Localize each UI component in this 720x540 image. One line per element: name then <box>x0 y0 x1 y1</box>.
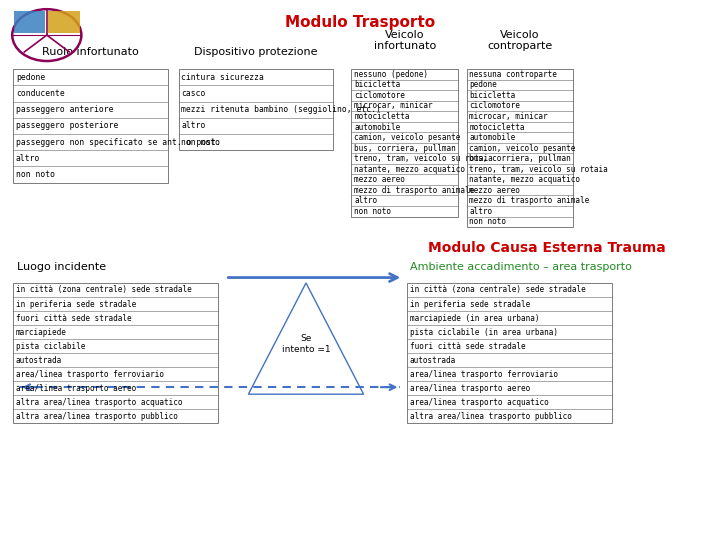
Text: in città (zona centrale) sede stradale: in città (zona centrale) sede stradale <box>410 286 585 294</box>
Text: microcar, minicar: microcar, minicar <box>469 112 548 121</box>
Text: area/linea trasporto acquatico: area/linea trasporto acquatico <box>410 398 549 407</box>
Text: conducente: conducente <box>16 89 65 98</box>
Text: in periferia sede stradale: in periferia sede stradale <box>16 300 136 308</box>
Bar <box>13 283 218 423</box>
Text: ciclomotore: ciclomotore <box>354 91 405 100</box>
Text: cintura sicurezza: cintura sicurezza <box>181 73 264 82</box>
Text: fuori città sede stradale: fuori città sede stradale <box>16 314 132 322</box>
Text: casco: casco <box>181 89 206 98</box>
Text: ciclomotore: ciclomotore <box>469 102 521 111</box>
Text: non noto: non noto <box>16 170 55 179</box>
Text: automobile: automobile <box>469 133 516 142</box>
Text: motocicletta: motocicletta <box>354 112 410 121</box>
Text: nessuna controparte: nessuna controparte <box>469 70 557 79</box>
Text: passeggero posteriore: passeggero posteriore <box>16 122 118 130</box>
Text: mezzo di trasporto animale: mezzo di trasporto animale <box>354 186 474 195</box>
Text: camion, veicolo pesante: camion, veicolo pesante <box>469 144 576 153</box>
Text: microcar, minicar: microcar, minicar <box>354 102 433 111</box>
Text: camion, veicolo pesante: camion, veicolo pesante <box>354 133 461 142</box>
Text: altro: altro <box>181 122 206 130</box>
Text: altro: altro <box>354 196 377 205</box>
Text: Se
intento =1: Se intento =1 <box>282 334 330 354</box>
Text: nessuno (pedone): nessuno (pedone) <box>354 70 428 79</box>
Text: Ambiente accadimento – area trasporto: Ambiente accadimento – area trasporto <box>410 262 632 272</box>
Text: marciapiede: marciapiede <box>16 328 67 336</box>
Text: pedone: pedone <box>469 80 498 90</box>
Text: Modulo Causa Esterna Trauma: Modulo Causa Esterna Trauma <box>428 241 666 255</box>
Text: altro: altro <box>16 154 40 163</box>
Text: mezzo aereo: mezzo aereo <box>354 175 405 184</box>
Text: natante, mezzo acquatico: natante, mezzo acquatico <box>354 165 465 174</box>
Bar <box>48 11 80 33</box>
Text: marciapiede (in area urbana): marciapiede (in area urbana) <box>410 314 539 322</box>
Bar <box>467 69 573 227</box>
Text: pista ciclabile (in area urbana): pista ciclabile (in area urbana) <box>410 328 558 336</box>
Text: Veicolo
controparte: Veicolo controparte <box>487 30 552 51</box>
Text: Luogo incidente: Luogo incidente <box>17 262 106 272</box>
Text: non noto: non noto <box>469 217 506 226</box>
Text: pista ciclabile: pista ciclabile <box>16 342 85 350</box>
Text: Modulo Trasporto: Modulo Trasporto <box>285 15 435 30</box>
Text: in periferia sede stradale: in periferia sede stradale <box>410 300 530 308</box>
Text: mezzo di trasporto animale: mezzo di trasporto animale <box>469 196 590 205</box>
Text: motocicletta: motocicletta <box>469 123 525 132</box>
Text: altra area/linea trasporto acquatico: altra area/linea trasporto acquatico <box>16 398 182 407</box>
Text: treno, tram, veicolo su rotaia: treno, tram, veicolo su rotaia <box>354 154 493 163</box>
Bar <box>14 11 45 33</box>
Text: automobile: automobile <box>354 123 400 132</box>
Text: autostrada: autostrada <box>410 356 456 364</box>
Text: Dispositivo protezione: Dispositivo protezione <box>194 46 318 57</box>
Text: pedone: pedone <box>16 73 45 82</box>
Text: Veicolo
infortunato: Veicolo infortunato <box>374 30 436 51</box>
Bar <box>13 69 168 183</box>
Text: altro: altro <box>469 207 492 216</box>
Text: fuori città sede stradale: fuori città sede stradale <box>410 342 526 350</box>
Text: bus, corriera, pullman: bus, corriera, pullman <box>469 154 571 163</box>
Text: non noto: non noto <box>181 138 220 146</box>
Text: bicicletta: bicicletta <box>469 91 516 100</box>
Text: passeggero anteriore: passeggero anteriore <box>16 105 113 114</box>
Text: non noto: non noto <box>354 207 391 216</box>
Text: treno, tram, veicolo su rotaia: treno, tram, veicolo su rotaia <box>469 165 608 174</box>
Text: Ruolo infortunato: Ruolo infortunato <box>42 46 139 57</box>
Text: altra area/linea trasporto pubblico: altra area/linea trasporto pubblico <box>16 412 178 421</box>
Text: area/linea trasporto aereo: area/linea trasporto aereo <box>16 384 136 393</box>
Text: bus, corriera, pullman: bus, corriera, pullman <box>354 144 456 153</box>
Text: autostrada: autostrada <box>16 356 62 364</box>
Text: area/linea trasporto ferroviario: area/linea trasporto ferroviario <box>16 370 164 379</box>
Text: mezzo aereo: mezzo aereo <box>469 186 521 195</box>
Text: bicicletta: bicicletta <box>354 80 400 90</box>
Text: natante, mezzo acquatico: natante, mezzo acquatico <box>469 175 580 184</box>
Text: area/linea trasporto ferroviario: area/linea trasporto ferroviario <box>410 370 558 379</box>
Text: altra area/linea trasporto pubblico: altra area/linea trasporto pubblico <box>410 412 572 421</box>
Text: area/linea trasporto aereo: area/linea trasporto aereo <box>410 384 530 393</box>
Text: mezzi ritenuta bambino (seggiolino, etc.): mezzi ritenuta bambino (seggiolino, etc.… <box>181 105 382 114</box>
Text: passeggero non specificato se ant. o post.: passeggero non specificato se ant. o pos… <box>16 138 220 146</box>
Bar <box>179 69 333 150</box>
Bar <box>407 283 612 423</box>
Text: in città (zona centrale) sede stradale: in città (zona centrale) sede stradale <box>16 286 192 294</box>
Bar <box>351 69 458 217</box>
